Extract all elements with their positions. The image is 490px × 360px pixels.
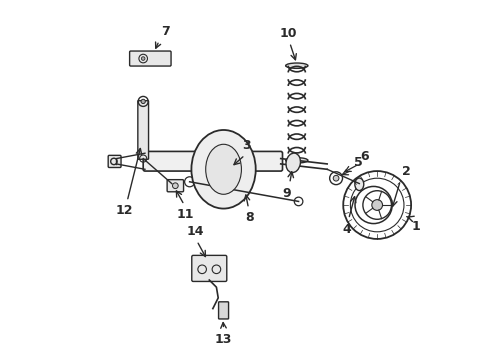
Ellipse shape [192, 130, 256, 208]
Text: 13: 13 [215, 333, 232, 346]
Text: 12: 12 [116, 204, 133, 217]
Ellipse shape [286, 158, 308, 163]
FancyBboxPatch shape [167, 180, 184, 192]
FancyBboxPatch shape [138, 101, 148, 159]
Text: 2: 2 [402, 165, 411, 178]
Ellipse shape [286, 153, 300, 172]
Text: 9: 9 [283, 187, 292, 200]
FancyBboxPatch shape [143, 152, 283, 171]
FancyBboxPatch shape [130, 51, 171, 66]
Text: 7: 7 [161, 25, 170, 38]
Ellipse shape [286, 63, 308, 68]
Circle shape [372, 200, 383, 210]
Text: 1: 1 [411, 220, 420, 233]
Ellipse shape [206, 144, 242, 194]
Text: 14: 14 [186, 225, 204, 238]
Text: 6: 6 [361, 150, 369, 163]
Circle shape [220, 148, 227, 155]
Circle shape [142, 57, 145, 60]
Text: 11: 11 [176, 208, 194, 221]
FancyBboxPatch shape [192, 255, 227, 282]
Circle shape [141, 99, 146, 104]
Ellipse shape [355, 178, 364, 190]
Text: 5: 5 [354, 156, 362, 169]
Text: 3: 3 [243, 139, 251, 152]
FancyBboxPatch shape [219, 302, 228, 319]
FancyBboxPatch shape [108, 156, 121, 167]
Circle shape [333, 175, 339, 181]
Circle shape [172, 183, 178, 189]
Text: 8: 8 [245, 211, 254, 224]
Text: 4: 4 [343, 223, 351, 236]
Text: 10: 10 [279, 27, 296, 40]
